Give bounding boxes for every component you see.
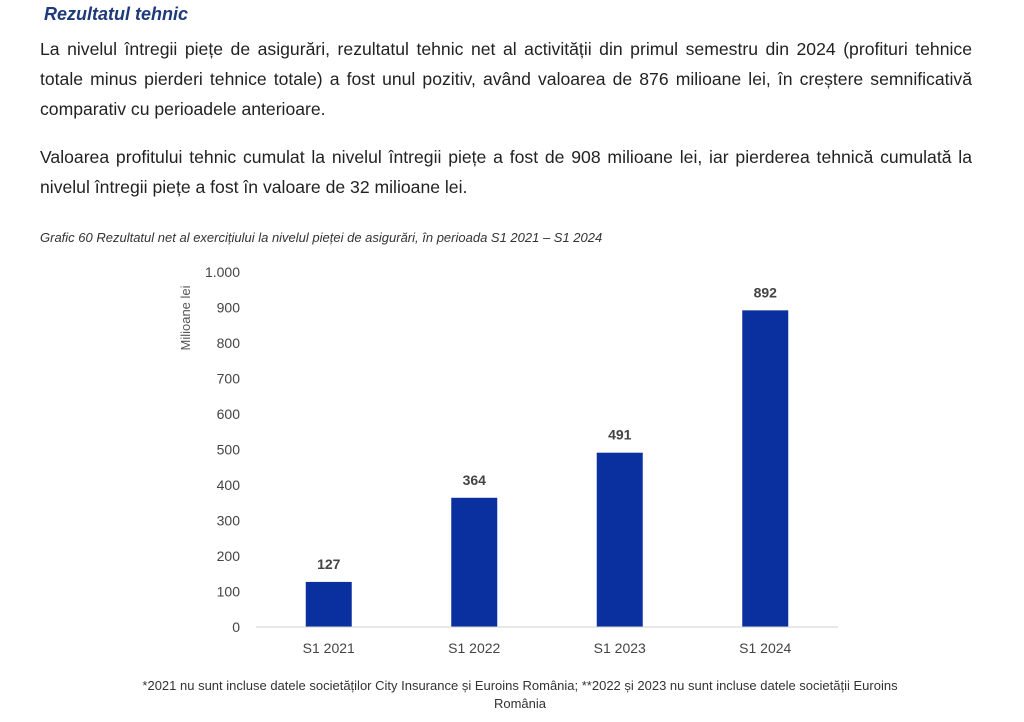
bar-s1-2024	[742, 310, 789, 627]
y-tick-label: 600	[217, 406, 241, 422]
y-axis-label: Milioane lei	[178, 285, 193, 350]
bar-data-label: 127	[317, 556, 341, 572]
bar-data-label: 364	[463, 472, 487, 488]
x-tick-label: S1 2024	[739, 640, 791, 656]
y-tick-label: 1.000	[205, 264, 240, 280]
chart-caption: Grafic 60 Rezultatul net al exercițiului…	[40, 230, 603, 245]
section-title: Rezultatul tehnic	[44, 4, 189, 24]
paragraph-2: Valoarea profitului tehnic cumulat la ni…	[40, 147, 972, 197]
bar-s1-2022	[451, 497, 498, 627]
y-tick-label: 800	[217, 335, 241, 351]
y-tick-label: 0	[232, 619, 240, 635]
bar-s1-2021	[305, 581, 352, 627]
y-tick-label: 400	[217, 477, 241, 493]
y-tick-label: 900	[217, 300, 241, 316]
y-tick-label: 200	[217, 548, 241, 564]
y-tick-label: 300	[217, 513, 241, 529]
y-tick-label: 700	[217, 371, 241, 387]
x-tick-label: S1 2021	[303, 640, 355, 656]
y-tick-label: 100	[217, 584, 241, 600]
bar-s1-2023	[596, 452, 643, 627]
x-tick-label: S1 2023	[594, 640, 646, 656]
paragraph-1: La nivelul întregii piețe de asigurări, …	[40, 39, 972, 119]
y-tick-label: 500	[217, 442, 241, 458]
footnote-line-2: România	[493, 696, 547, 711]
y-axis-label-group: Milioane lei	[178, 285, 193, 350]
bar-data-label: 892	[754, 284, 778, 300]
x-tick-label: S1 2022	[448, 640, 500, 656]
footnote-line-1: *2021 nu sunt incluse datele societățilo…	[142, 678, 898, 693]
bar-data-label: 491	[608, 427, 632, 443]
